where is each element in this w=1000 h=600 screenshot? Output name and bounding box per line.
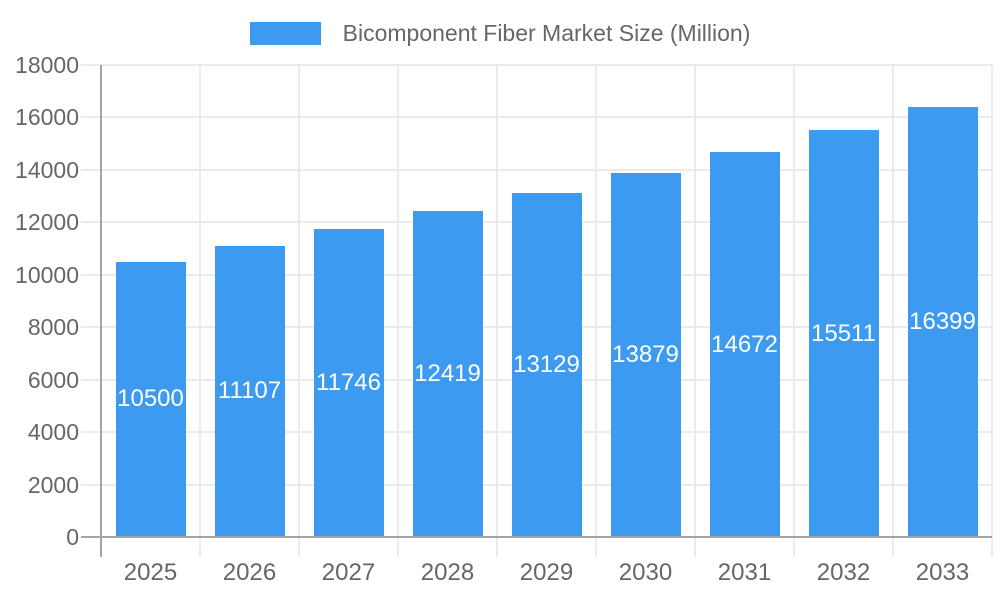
x-gridline: [496, 65, 498, 557]
bar[interactable]: 10500: [115, 261, 186, 537]
y-axis-label: 8000: [27, 314, 79, 341]
bar-value-label: 11746: [316, 368, 381, 396]
y-axis-label: 0: [66, 524, 79, 550]
y-axis-tick: [81, 273, 101, 276]
bar[interactable]: 16399: [907, 106, 978, 537]
y-axis-line: [100, 65, 102, 557]
x-axis-label: 2025: [123, 559, 178, 586]
y-axis-tick: [81, 431, 101, 434]
y-axis-label: 16000: [15, 104, 79, 131]
y-gridline: [101, 116, 992, 119]
y-axis-tick: [81, 326, 101, 329]
y-axis-tick: [81, 64, 101, 66]
bar[interactable]: 11107: [214, 245, 285, 537]
x-axis-label: 2027: [321, 559, 376, 586]
y-axis-label: 18000: [15, 52, 79, 78]
bar[interactable]: 13879: [610, 173, 681, 537]
x-axis-label: 2026: [222, 559, 277, 586]
bar-value-label: 13879: [612, 341, 679, 369]
bar[interactable]: 14672: [709, 152, 780, 537]
y-axis-tick: [81, 116, 101, 119]
bar-value-label: 10500: [117, 385, 184, 413]
y-gridline: [101, 64, 992, 66]
x-gridline: [298, 65, 300, 557]
bar-value-label: 15511: [811, 319, 876, 347]
y-axis-tick: [81, 378, 101, 381]
x-axis-label: 2029: [519, 559, 574, 586]
bar-value-label: 14672: [711, 330, 778, 358]
bar-value-label: 11107: [217, 377, 282, 405]
x-axis-label: 2030: [618, 559, 673, 586]
legend-swatch[interactable]: [249, 21, 321, 45]
y-axis-tick: [81, 221, 101, 224]
bar-value-label: 13129: [513, 350, 580, 378]
y-axis-label: 6000: [27, 366, 79, 393]
x-gridline: [991, 65, 993, 557]
y-axis-label: 2000: [27, 471, 79, 498]
y-gridline: [101, 168, 992, 171]
x-gridline: [397, 65, 399, 557]
bar[interactable]: 11746: [313, 228, 384, 537]
x-axis-line: [81, 536, 992, 538]
x-gridline: [892, 65, 894, 557]
y-axis-label: 4000: [27, 419, 79, 446]
x-gridline: [199, 65, 201, 557]
bar-value-label: 16399: [909, 307, 976, 335]
legend: Bicomponent Fiber Market Size (Million): [0, 19, 1000, 47]
bar[interactable]: 15511: [808, 130, 879, 537]
y-axis-label: 10000: [15, 261, 79, 288]
y-axis-label: 12000: [15, 209, 79, 236]
x-axis-label: 2028: [420, 559, 475, 586]
y-axis-tick: [81, 483, 101, 486]
x-axis-label: 2031: [717, 559, 772, 586]
y-axis-tick: [81, 168, 101, 171]
legend-label[interactable]: Bicomponent Fiber Market Size (Million): [342, 20, 751, 46]
x-axis-label: 2033: [915, 559, 970, 586]
x-gridline: [595, 65, 597, 557]
x-gridline: [694, 65, 696, 557]
bar[interactable]: 13129: [511, 192, 582, 537]
bar-value-label: 12419: [414, 360, 481, 388]
bar[interactable]: 12419: [412, 211, 483, 537]
x-axis-label: 2032: [816, 559, 871, 586]
y-axis-label: 14000: [15, 156, 79, 183]
x-gridline: [793, 65, 795, 557]
